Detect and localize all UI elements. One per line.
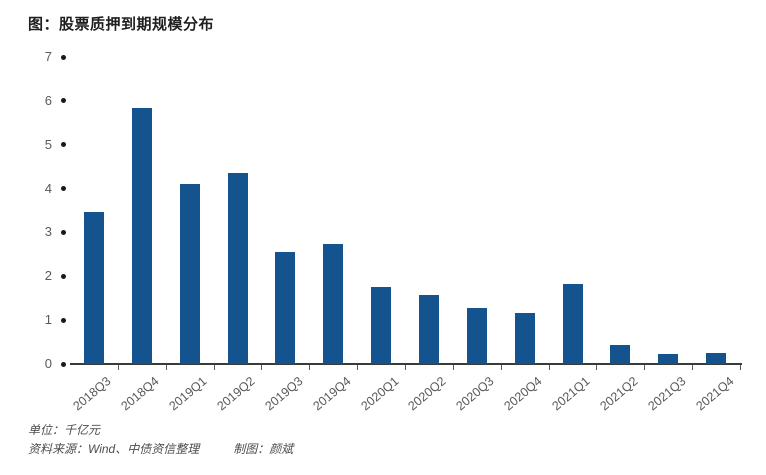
x-axis-category-label-text: 2020Q2 bbox=[405, 374, 449, 414]
x-axis-tick-mark bbox=[165, 365, 167, 370]
bar-2019Q1 bbox=[179, 184, 200, 364]
unit-note: 单位：千亿元 bbox=[28, 421, 293, 440]
x-axis-tick-mark bbox=[596, 365, 598, 370]
y-axis-tick-dot-2 bbox=[61, 273, 66, 279]
x-axis-tick-mark bbox=[213, 365, 215, 370]
credit-label: 制图：颜斌 bbox=[233, 442, 294, 456]
x-axis-category-label-text: 2019Q3 bbox=[262, 374, 306, 414]
x-axis-tick-mark bbox=[452, 365, 454, 370]
bar-2018Q4 bbox=[131, 107, 152, 364]
x-axis-category-label-text: 2018Q3 bbox=[70, 374, 114, 414]
chart-footer: 单位：千亿元 资料来源：Wind、中债资信整理 制图：颜斌 bbox=[28, 421, 293, 459]
y-axis-tick-label-2: 2 bbox=[44, 268, 52, 284]
y-axis-tick-label-6: 6 bbox=[44, 92, 52, 108]
x-axis-category-label-text: 2019Q2 bbox=[214, 374, 258, 414]
bar-2019Q4 bbox=[323, 243, 344, 364]
x-axis-category-label-text: 2021Q2 bbox=[597, 374, 641, 414]
y-axis-tick-dot-5 bbox=[61, 142, 66, 148]
x-axis-tick-mark bbox=[405, 365, 406, 370]
y-axis-tick-label-3: 3 bbox=[44, 224, 52, 240]
y-axis-tick-label-0: 0 bbox=[44, 356, 52, 371]
bar-2019Q2 bbox=[227, 172, 248, 364]
x-axis-tick-mark bbox=[740, 365, 741, 370]
y-axis-tick-dot-0 bbox=[61, 361, 66, 367]
bar-2020Q4 bbox=[514, 313, 535, 364]
y-axis-tick-label-5: 5 bbox=[44, 136, 52, 152]
x-axis-category-label-text: 2019Q1 bbox=[166, 374, 210, 414]
x-axis-category-label-text: 2018Q4 bbox=[118, 374, 162, 414]
y-axis-tick-label-7: 7 bbox=[44, 49, 52, 64]
y-axis-tick-dot-6 bbox=[61, 98, 66, 104]
bar-2021Q2 bbox=[610, 345, 631, 364]
chart-title: 图：股票质押到期规模分布 bbox=[28, 16, 215, 33]
bar-2021Q1 bbox=[562, 283, 583, 364]
x-axis-category-label-text: 2020Q3 bbox=[453, 374, 497, 414]
source-note: 资料来源：Wind、中债资信整理 制图：颜斌 bbox=[28, 440, 293, 459]
x-axis-tick-mark bbox=[117, 365, 119, 370]
x-axis-category-label-text: 2019Q4 bbox=[310, 374, 354, 414]
y-axis-tick-label-4: 4 bbox=[44, 180, 52, 196]
x-axis-category-label-text: 2020Q1 bbox=[357, 374, 402, 414]
bar-2021Q3 bbox=[658, 354, 679, 364]
y-axis-tick-dot-4 bbox=[61, 186, 66, 192]
y-axis-tick-label-1: 1 bbox=[44, 312, 52, 328]
y-axis-tick-dot-7 bbox=[61, 54, 66, 60]
x-axis-category-label-text: 2021Q1 bbox=[549, 374, 593, 414]
x-axis-category-label-text: 2021Q3 bbox=[645, 374, 689, 414]
bar-2020Q3 bbox=[466, 307, 487, 364]
bar-2019Q3 bbox=[275, 251, 296, 364]
bar-2020Q1 bbox=[371, 287, 392, 364]
x-axis-tick-mark bbox=[261, 365, 263, 370]
bar-2018Q3 bbox=[83, 211, 104, 364]
bar-2021Q4 bbox=[706, 352, 727, 364]
x-axis-tick-mark bbox=[357, 365, 359, 370]
x-axis-tick-mark bbox=[500, 365, 502, 370]
x-axis-category-label-text: 2021Q4 bbox=[692, 374, 737, 414]
x-axis-category-label-text: 2020Q4 bbox=[501, 374, 545, 414]
x-axis-tick-mark bbox=[309, 365, 311, 370]
source-label: 资料来源：Wind、中债资信整理 bbox=[28, 442, 200, 456]
y-axis-tick-dot-1 bbox=[61, 317, 66, 323]
y-axis-tick-dot-3 bbox=[61, 229, 66, 235]
x-axis-tick-mark bbox=[644, 365, 646, 370]
x-axis-line bbox=[70, 363, 742, 365]
unit-label: 单位：千亿元 bbox=[28, 423, 101, 437]
bar-2020Q2 bbox=[418, 294, 439, 364]
x-axis-tick-mark bbox=[692, 365, 694, 370]
x-axis-tick-mark bbox=[548, 365, 550, 370]
